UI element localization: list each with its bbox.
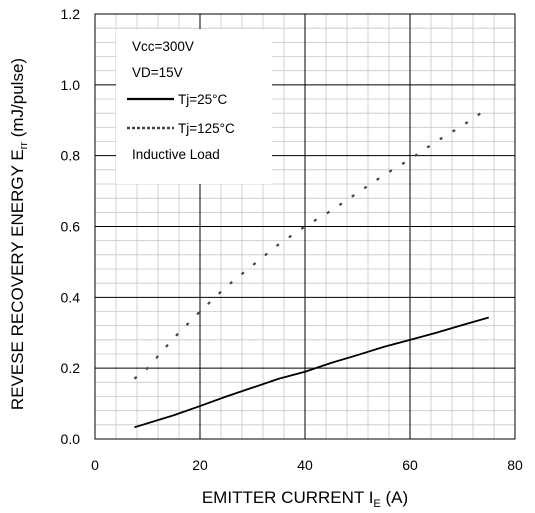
series-line-tj25 xyxy=(134,316,489,429)
y-axis-title-tail: (mJ/pulse) xyxy=(8,58,27,142)
annotation-vd: VD=15V xyxy=(132,65,183,80)
y-tick-label: 0.6 xyxy=(61,219,81,235)
x-tick-label: 20 xyxy=(192,457,208,473)
x-tick-label: 60 xyxy=(402,457,418,473)
x-axis-title-main: EMITTER CURRENT I xyxy=(202,488,374,507)
x-tick-label: 80 xyxy=(507,457,523,473)
annotation-load: Inductive Load xyxy=(132,147,220,162)
y-tick-label: 0.4 xyxy=(61,289,81,305)
legend: Vcc=300V VD=15V Tj=25°C Tj=125°C Inducti… xyxy=(127,39,235,162)
legend-label-tj125: Tj=125°C xyxy=(178,121,235,136)
plot-frame xyxy=(94,13,516,440)
x-axis-title-tail: (A) xyxy=(381,488,408,507)
y-axis-title: REVESE RECOVERY ENERGY Err (mJ/pulse) xyxy=(8,58,30,410)
y-axis-title-sub: rr xyxy=(18,142,30,150)
x-tick-label: 40 xyxy=(297,457,313,473)
y-tick-label: 0.2 xyxy=(61,360,81,376)
y-tick-label: 0.8 xyxy=(61,148,81,164)
series-layer xyxy=(133,106,490,429)
y-tick-label: 1.0 xyxy=(61,77,81,93)
annotation-vcc: Vcc=300V xyxy=(132,39,194,54)
legend-background xyxy=(116,29,272,184)
x-axis-title: EMITTER CURRENT IE (A) xyxy=(202,488,408,510)
y-tick-label: 0.0 xyxy=(61,431,81,447)
series-line-tj125 xyxy=(133,106,490,380)
y-axis-title-main: REVESE RECOVERY ENERGY E xyxy=(8,149,27,410)
y-tick-labels: 0.0 0.2 0.4 0.6 0.8 1.0 1.2 xyxy=(61,6,81,447)
y-tick-label: 1.2 xyxy=(61,6,81,22)
x-tick-label: 0 xyxy=(91,457,99,473)
legend-label-tj25: Tj=25°C xyxy=(178,92,228,107)
x-tick-labels: 0 20 40 60 80 xyxy=(91,457,523,473)
x-axis-title-sub: E xyxy=(373,498,380,510)
